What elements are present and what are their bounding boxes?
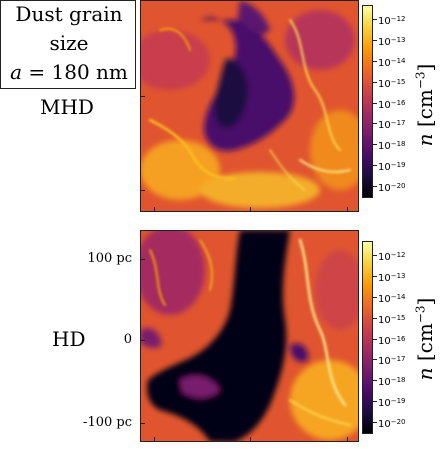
caption-line-2: size — [49, 31, 89, 55]
colorbar-tick — [373, 40, 377, 41]
caption-variable: a — [10, 60, 23, 84]
caption-value: = 180 nm — [22, 60, 128, 84]
colorbar-tick — [373, 401, 377, 402]
colorbar-tick — [373, 103, 377, 104]
colorbar-tick-label: 10−13 — [378, 36, 406, 48]
mhd-xtick — [347, 207, 348, 212]
colorbar-tick — [373, 61, 377, 62]
hd-label: HD — [52, 327, 86, 351]
mhd-density-map — [140, 0, 359, 212]
colorbar-tick — [373, 186, 377, 187]
hd-xtick — [250, 437, 251, 442]
colorbar-tick — [373, 422, 377, 423]
colorbar-tick — [373, 19, 377, 20]
colorbar-tick-label: 10−14 — [378, 57, 406, 69]
colorbar-tick-label: 10−12 — [378, 251, 406, 263]
colorbar-units-label-top: n [cm−3] — [413, 63, 437, 147]
mhd-ytick — [140, 190, 145, 191]
hd-density-map — [140, 230, 359, 442]
colorbar-top — [362, 5, 373, 198]
colorbar-tick-label: 10−18 — [378, 140, 406, 152]
colorbar-units-label-bottom: n [cm−3] — [413, 297, 437, 381]
caption-box: Dust grain size a = 180 nm — [0, 0, 136, 89]
colorbar-tick-label: 10−20 — [378, 418, 406, 430]
colorbar-tick-label: 10−13 — [378, 272, 406, 284]
mhd-xtick — [154, 207, 155, 212]
colorbar-tick-label: 10−12 — [378, 15, 406, 27]
hd-xtick — [154, 437, 155, 442]
ytick-label-middle: 0 — [123, 332, 132, 347]
ytick-label-bottom: -100 pc — [83, 415, 132, 430]
colorbar-tick — [373, 165, 377, 166]
colorbar-tick — [373, 144, 377, 145]
colorbar-tick — [373, 82, 377, 83]
colorbar-tick-label: 10−20 — [378, 182, 406, 194]
colorbar-tick-label: 10−15 — [378, 78, 406, 90]
hd-ytick — [140, 340, 145, 341]
colorbar-tick-label: 10−18 — [378, 376, 406, 388]
mhd-ytick — [140, 96, 145, 97]
colorbar-tick-label: 10−16 — [378, 335, 406, 347]
mhd-label: MHD — [40, 95, 94, 119]
hd-ytick — [140, 423, 145, 424]
colorbar-tick-label: 10−17 — [378, 119, 406, 131]
colorbar-tick — [373, 380, 377, 381]
colorbar-tick — [373, 276, 377, 277]
colorbar-tick-label: 10−19 — [378, 397, 406, 409]
ytick-label-top: 100 pc — [87, 251, 132, 266]
mhd-xtick — [250, 207, 251, 212]
colorbar-tick — [373, 123, 377, 124]
hd-xtick — [347, 437, 348, 442]
colorbar-tick — [373, 297, 377, 298]
colorbar-tick-label: 10−14 — [378, 293, 406, 305]
colorbar-tick-label: 10−16 — [378, 99, 406, 111]
colorbar-tick — [373, 359, 377, 360]
colorbar-tick-label: 10−15 — [378, 314, 406, 326]
colorbar-bottom — [362, 241, 373, 434]
colorbar-tick-label: 10−17 — [378, 355, 406, 367]
colorbar-tick — [373, 255, 377, 256]
colorbar-tick — [373, 339, 377, 340]
caption-line-3: a = 180 nm — [1, 60, 137, 84]
colorbar-tick-label: 10−19 — [378, 161, 406, 173]
caption-line-1: Dust grain — [15, 2, 123, 26]
colorbar-tick — [373, 318, 377, 319]
hd-ytick — [140, 259, 145, 260]
